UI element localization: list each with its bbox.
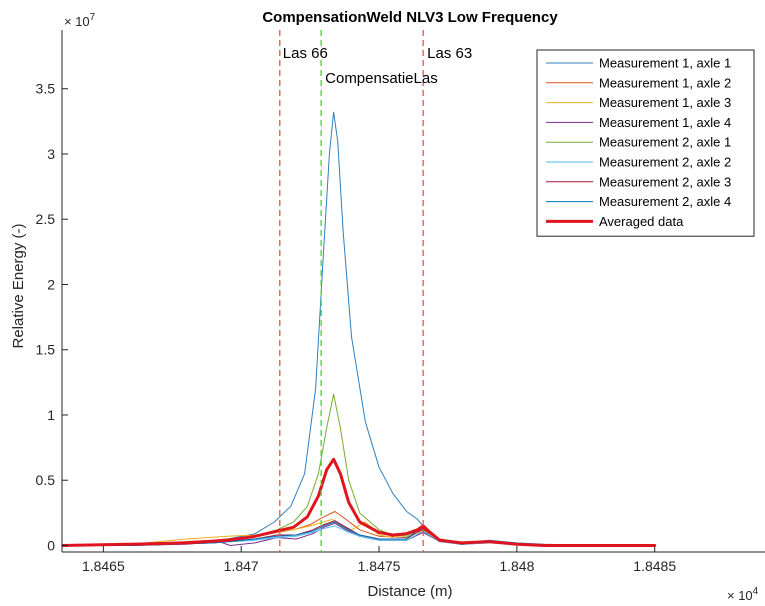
y-tick-label-1: 0 — [47, 537, 55, 553]
y-tick-label-6: 2.5 — [36, 211, 56, 227]
y-tick-label-5: 2 — [47, 276, 55, 292]
y-exponent-base: × 10 — [64, 14, 90, 29]
x-exponent-label: × 104 — [727, 586, 759, 603]
y-exponent-power: 7 — [90, 12, 96, 23]
x-tick-label-5: 1.8485 — [633, 558, 676, 574]
series-group — [62, 111, 657, 547]
x-tick-label-2: 1.847 — [224, 558, 259, 574]
annotation-label-1: Las 66 — [283, 45, 328, 62]
legend-label-4: Measurement 1, axle 4 — [599, 115, 731, 130]
y-tick-label-4: 1.5 — [36, 342, 56, 358]
x-tick-label-3: 1.8475 — [358, 558, 401, 574]
legend-label-3: Measurement 1, axle 3 — [599, 95, 731, 110]
annotation-label-2: CompensatieLas — [325, 70, 438, 87]
legend-label-7: Measurement 2, axle 3 — [599, 174, 731, 189]
y-tick-label-7: 3 — [47, 146, 55, 162]
legend-label-2: Measurement 1, axle 2 — [599, 75, 731, 90]
legend-label-8: Measurement 2, axle 4 — [599, 194, 731, 209]
chart-title: CompensationWeld NLV3 Low Frequency — [262, 9, 558, 26]
y-tick-label-8: 3.5 — [36, 81, 56, 97]
legend-label-9: Averaged data — [599, 214, 684, 229]
legend-label-1: Measurement 1, axle 1 — [599, 56, 731, 71]
y-tick-label-3: 1 — [47, 407, 55, 423]
series-line-9 — [62, 457, 657, 547]
x-tick-label-1: 1.8465 — [82, 558, 125, 574]
y-axis-label: Relative Energy (-) — [10, 223, 27, 348]
x-exponent-base: × 10 — [727, 588, 753, 603]
x-axis-label: Distance (m) — [367, 583, 452, 600]
legend-label-5: Measurement 2, axle 1 — [599, 135, 731, 150]
y-tick-label-2: 0.5 — [36, 472, 56, 488]
legend-label-6: Measurement 2, axle 2 — [599, 155, 731, 170]
x-tick-label-4: 1.848 — [499, 558, 534, 574]
legend-box — [536, 49, 755, 237]
y-exponent-label: × 107 — [64, 12, 96, 29]
x-exponent-power: 4 — [753, 586, 759, 597]
annotation-label-3: Las 63 — [427, 45, 472, 62]
